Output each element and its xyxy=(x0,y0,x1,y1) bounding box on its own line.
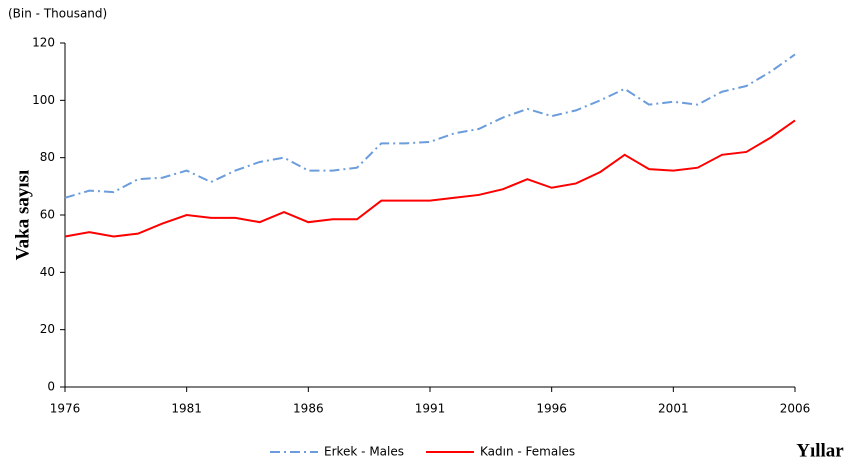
y-tick-label: 100 xyxy=(32,93,55,107)
y-tick-label: 120 xyxy=(32,36,55,50)
series-line xyxy=(64,53,796,199)
x-tick-label: 1996 xyxy=(536,402,567,416)
legend-label: Erkek - Males xyxy=(324,445,404,459)
y-tick-label: 20 xyxy=(40,322,55,336)
x-tick-label: 1976 xyxy=(50,402,81,416)
x-tick-label: 1991 xyxy=(415,402,446,416)
unit-label: (Bin - Thousand) xyxy=(8,7,107,21)
x-tick-label: 1986 xyxy=(293,402,324,416)
y-axis-title: Vaka sayısı xyxy=(12,170,33,261)
x-tick-label: 2001 xyxy=(658,402,689,416)
x-tick-label: 1981 xyxy=(171,402,202,416)
series-line xyxy=(64,119,796,238)
y-tick-label: 80 xyxy=(40,150,55,164)
x-tick-label: 2006 xyxy=(780,402,811,416)
y-tick-label: 0 xyxy=(47,380,55,394)
y-tick-label: 60 xyxy=(40,208,55,222)
y-tick-label: 40 xyxy=(40,265,55,279)
legend-label: Kadın - Females xyxy=(480,445,575,459)
x-axis-title: Yıllar xyxy=(796,440,844,461)
